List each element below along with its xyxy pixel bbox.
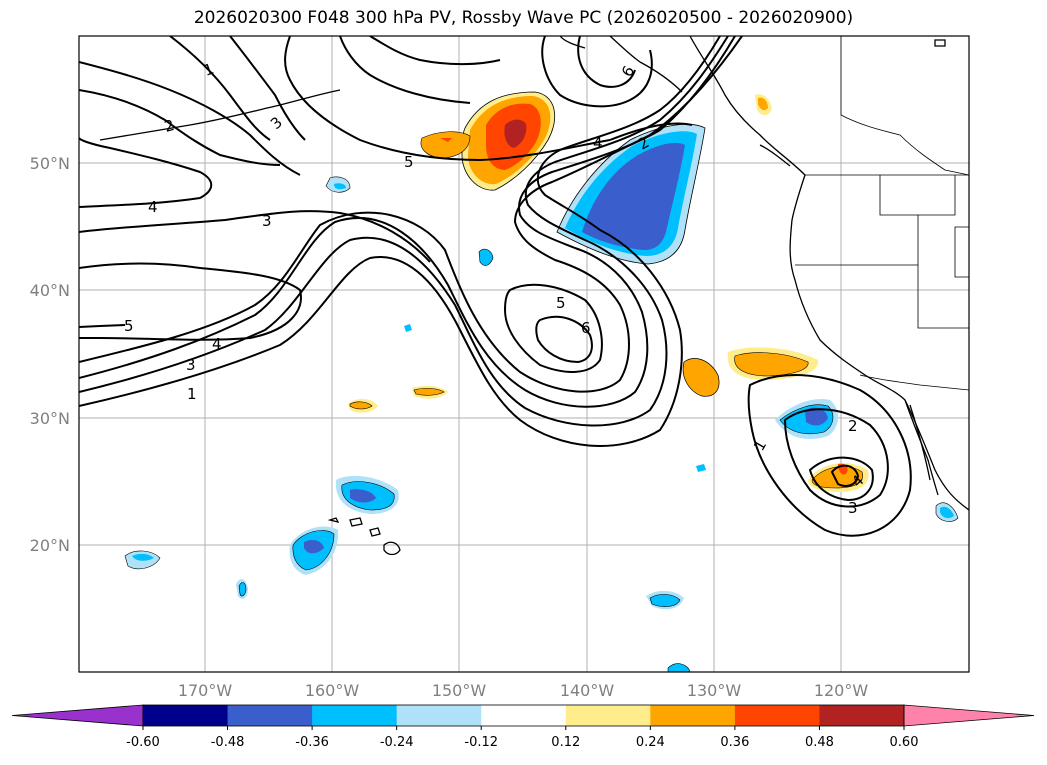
colorbar-swatch [734,705,820,726]
latitude-labels: 50°N 40°N 30°N 20°N [30,154,70,555]
pv-contours [79,36,912,537]
colorbar-tick-label: -0.60 [126,735,160,750]
lat-label: 50°N [30,154,70,173]
contour-label: 5 [556,294,566,312]
contour-label: 3 [848,499,858,517]
map-title: 2026020300 F048 300 hPa PV, Rossby Wave … [193,8,854,28]
colorbar-tick-label: 0.36 [720,735,749,750]
colorbar-tick-label: -0.36 [295,735,329,750]
colorbar-tick-label: -0.12 [464,735,498,750]
lat-label: 40°N [30,281,70,300]
pv-anomaly-shading [124,91,959,672]
longitude-labels: 170°W 160°W 150°W 140°W 130°W 120°W [178,681,869,700]
colorbar-tick-label: 0.24 [636,735,665,750]
lon-label: 150°W [432,681,487,700]
colorbar: -0.60 -0.48 -0.36 -0.24 -0.12 0.12 0.24 0.36 0.4… [11,704,1035,750]
lat-label: 20°N [30,536,70,555]
lon-label: 130°W [687,681,742,700]
lon-label: 140°W [560,681,615,700]
contour-label: 5 [124,317,134,335]
contour-label: 5 [404,153,414,171]
contour-label: 1 [187,385,197,403]
colorbar-extend-max [903,704,1035,727]
lon-label: 120°W [814,681,869,700]
colorbar-tick-label: 0.12 [551,735,580,750]
contour-label: 2 [848,417,858,435]
colorbar-tick-label: -0.24 [380,735,414,750]
colorbar-swatch [650,705,736,726]
lat-label: 30°N [30,409,70,428]
colorbar-tick-label: -0.48 [211,735,245,750]
lon-label: 160°W [305,681,360,700]
colorbar-swatch [481,705,567,726]
lon-label: 170°W [178,681,233,700]
colorbar-swatch [819,705,905,726]
contour-label: 4 [593,134,603,152]
contour-label: 4 [212,335,222,353]
colorbar-swatch [227,705,313,726]
colorbar-swatch [565,705,651,726]
contour-label: 2 [162,116,176,136]
contour-label: 4 [148,198,158,216]
colorbar-frame [142,704,905,727]
colorbar-swatch [312,705,398,726]
map-frame [78,35,970,673]
colorbar-swatch [143,705,229,726]
contour-label: 3 [262,212,272,230]
colorbar-tick-label: 0.60 [890,735,919,750]
colorbar-tick-label: 0.48 [805,735,834,750]
contour-label: 6 [581,319,591,337]
contour-label: 3 [186,356,196,374]
colorbar-extend-min [11,704,144,727]
political-borders [795,36,969,391]
colorbar-swatch [396,705,482,726]
